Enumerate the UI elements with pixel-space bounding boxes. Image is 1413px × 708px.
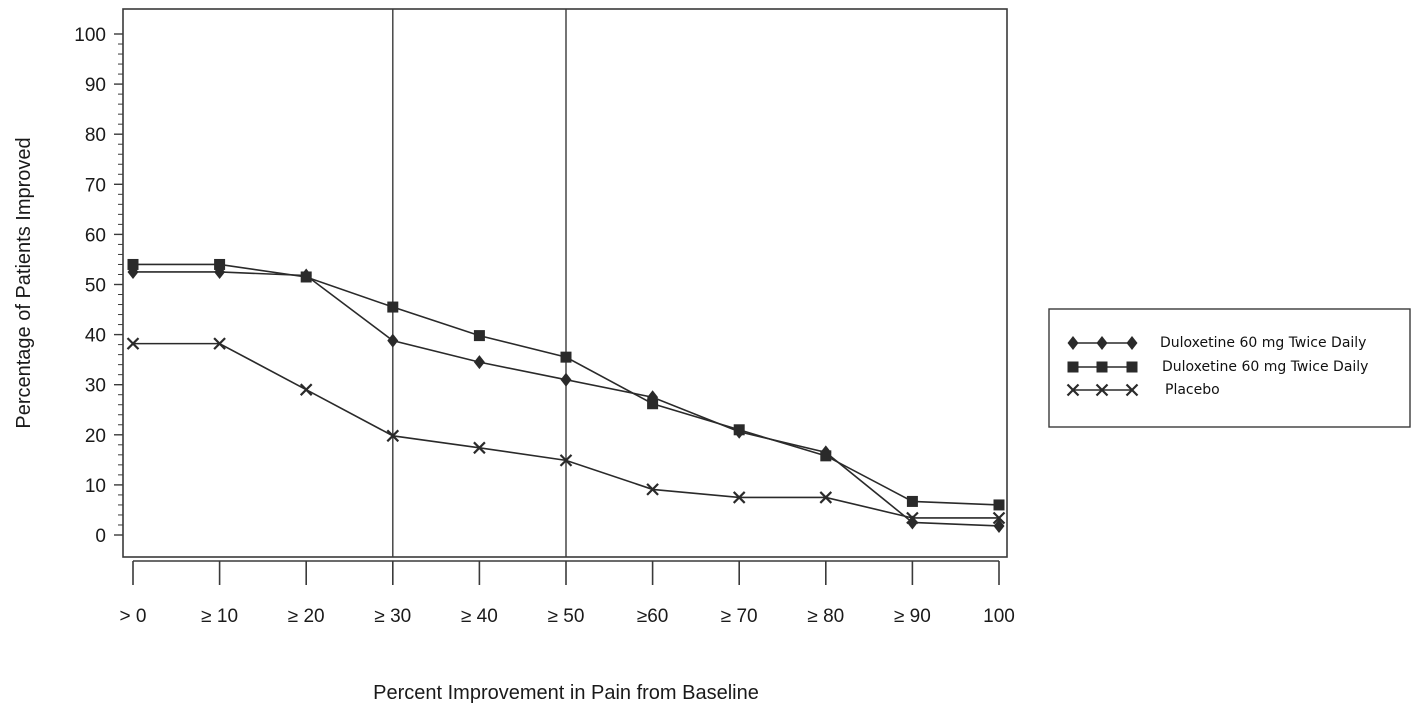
x-marker-stroke [646, 483, 659, 496]
x-marker-stroke [992, 511, 1006, 525]
square-marker [560, 351, 572, 363]
legend-label: Duloxetine 60 mg Twice Daily [1162, 359, 1368, 375]
square-marker [387, 301, 399, 313]
x-marker-stroke [213, 337, 226, 350]
diamond-marker [387, 333, 399, 348]
y-tick-label: 50 [85, 276, 106, 297]
legend-entry: Placebo [1066, 382, 1220, 398]
y-tick-label: 90 [85, 75, 106, 96]
x-marker-stroke [386, 429, 400, 443]
x-marker [299, 383, 313, 396]
x-marker [646, 483, 659, 496]
y-tick-label: 0 [95, 526, 106, 547]
square-marker [1126, 361, 1138, 373]
x-marker-stroke [819, 491, 833, 504]
diamond-marker [560, 372, 572, 387]
x-marker [386, 429, 400, 443]
x-marker-stroke [299, 383, 313, 396]
x-marker [213, 337, 226, 350]
x-marker [1095, 383, 1109, 397]
x-marker-stroke [473, 441, 486, 455]
y-tick-label: 10 [85, 476, 106, 497]
diamond-marker [906, 515, 918, 530]
square-marker [214, 258, 226, 270]
x-tick-label: ≥ 30 [374, 606, 411, 627]
x-axis: > 0 ≥ 10 ≥ 20 ≥ 30 ≥ 40 ≥ 50 ≥60 ≥ 70 ≥ 80 ≥ 90 10… [120, 560, 1015, 627]
x-marker [992, 511, 1006, 525]
y-tick-label: 40 [85, 326, 106, 347]
x-tick-label: ≥ 40 [461, 606, 498, 627]
legend-label: Placebo [1165, 382, 1220, 398]
series-2 [127, 258, 1005, 511]
x-marker [1125, 383, 1139, 397]
series-3 [126, 337, 1006, 525]
square-marker [820, 450, 832, 462]
square-marker [993, 499, 1005, 511]
series-layer [126, 258, 1006, 533]
diamond-marker [1067, 336, 1079, 350]
y-tick-label: 20 [85, 426, 106, 447]
x-axis-title: Percent Improvement in Pain from Baselin… [373, 682, 759, 704]
y-tick-label: 100 [74, 25, 106, 46]
legend-label: Duloxetine 60 mg Twice Daily [1160, 335, 1366, 351]
x-tick-label: ≥60 [637, 606, 669, 627]
x-tick-label: 100 [983, 606, 1015, 627]
square-marker [1096, 361, 1108, 373]
x-marker-stroke [906, 511, 919, 525]
x-tick-label: ≥ 90 [894, 606, 931, 627]
diamond-marker [473, 355, 485, 370]
x-tick-label: ≥ 10 [201, 606, 238, 627]
square-marker [906, 495, 918, 507]
x-tick-label: ≥ 20 [288, 606, 325, 627]
x-marker [1066, 383, 1080, 397]
x-marker [906, 511, 919, 525]
legend-entry: Duloxetine 60 mg Twice Daily [1067, 359, 1368, 375]
x-marker [559, 454, 573, 467]
square-marker [127, 258, 139, 270]
x-tick-label: > 0 [120, 606, 147, 627]
x-marker-stroke [559, 454, 573, 467]
y-tick-label: 30 [85, 376, 106, 397]
legend: Duloxetine 60 mg Twice Daily Duloxetine 6… [1048, 308, 1411, 428]
x-tick-label: ≥ 70 [721, 606, 758, 627]
x-marker-stroke [1125, 383, 1139, 397]
diamond-marker [1096, 336, 1108, 350]
x-marker-stroke [1095, 383, 1109, 397]
x-marker [819, 491, 833, 504]
legend-entry: Duloxetine 60 mg Twice Daily [1067, 335, 1366, 351]
x-tick-label: ≥ 50 [548, 606, 585, 627]
square-marker [300, 271, 312, 283]
plot-frame [122, 8, 1008, 558]
x-tick-label: ≥ 80 [807, 606, 844, 627]
diamond-marker [1126, 336, 1138, 350]
x-marker [473, 441, 486, 455]
x-marker [732, 491, 746, 504]
reference-lines [392, 9, 567, 557]
x-marker-stroke [732, 491, 746, 504]
y-tick-label: 60 [85, 225, 106, 246]
square-marker [733, 424, 745, 436]
legend-box [1048, 308, 1411, 428]
y-axis-title: Percentage of Patients Improved [13, 137, 35, 428]
square-marker [1067, 361, 1079, 373]
y-tick-label: 70 [85, 175, 106, 196]
diamond-marker [993, 518, 1005, 533]
y-axis: 0 10 20 30 40 50 60 70 80 90 100 [74, 25, 123, 547]
square-marker [473, 330, 485, 342]
x-marker [126, 337, 140, 350]
x-marker-stroke [126, 337, 140, 350]
y-tick-label: 80 [85, 125, 106, 146]
x-marker-stroke [1066, 383, 1080, 397]
square-marker [647, 398, 659, 410]
